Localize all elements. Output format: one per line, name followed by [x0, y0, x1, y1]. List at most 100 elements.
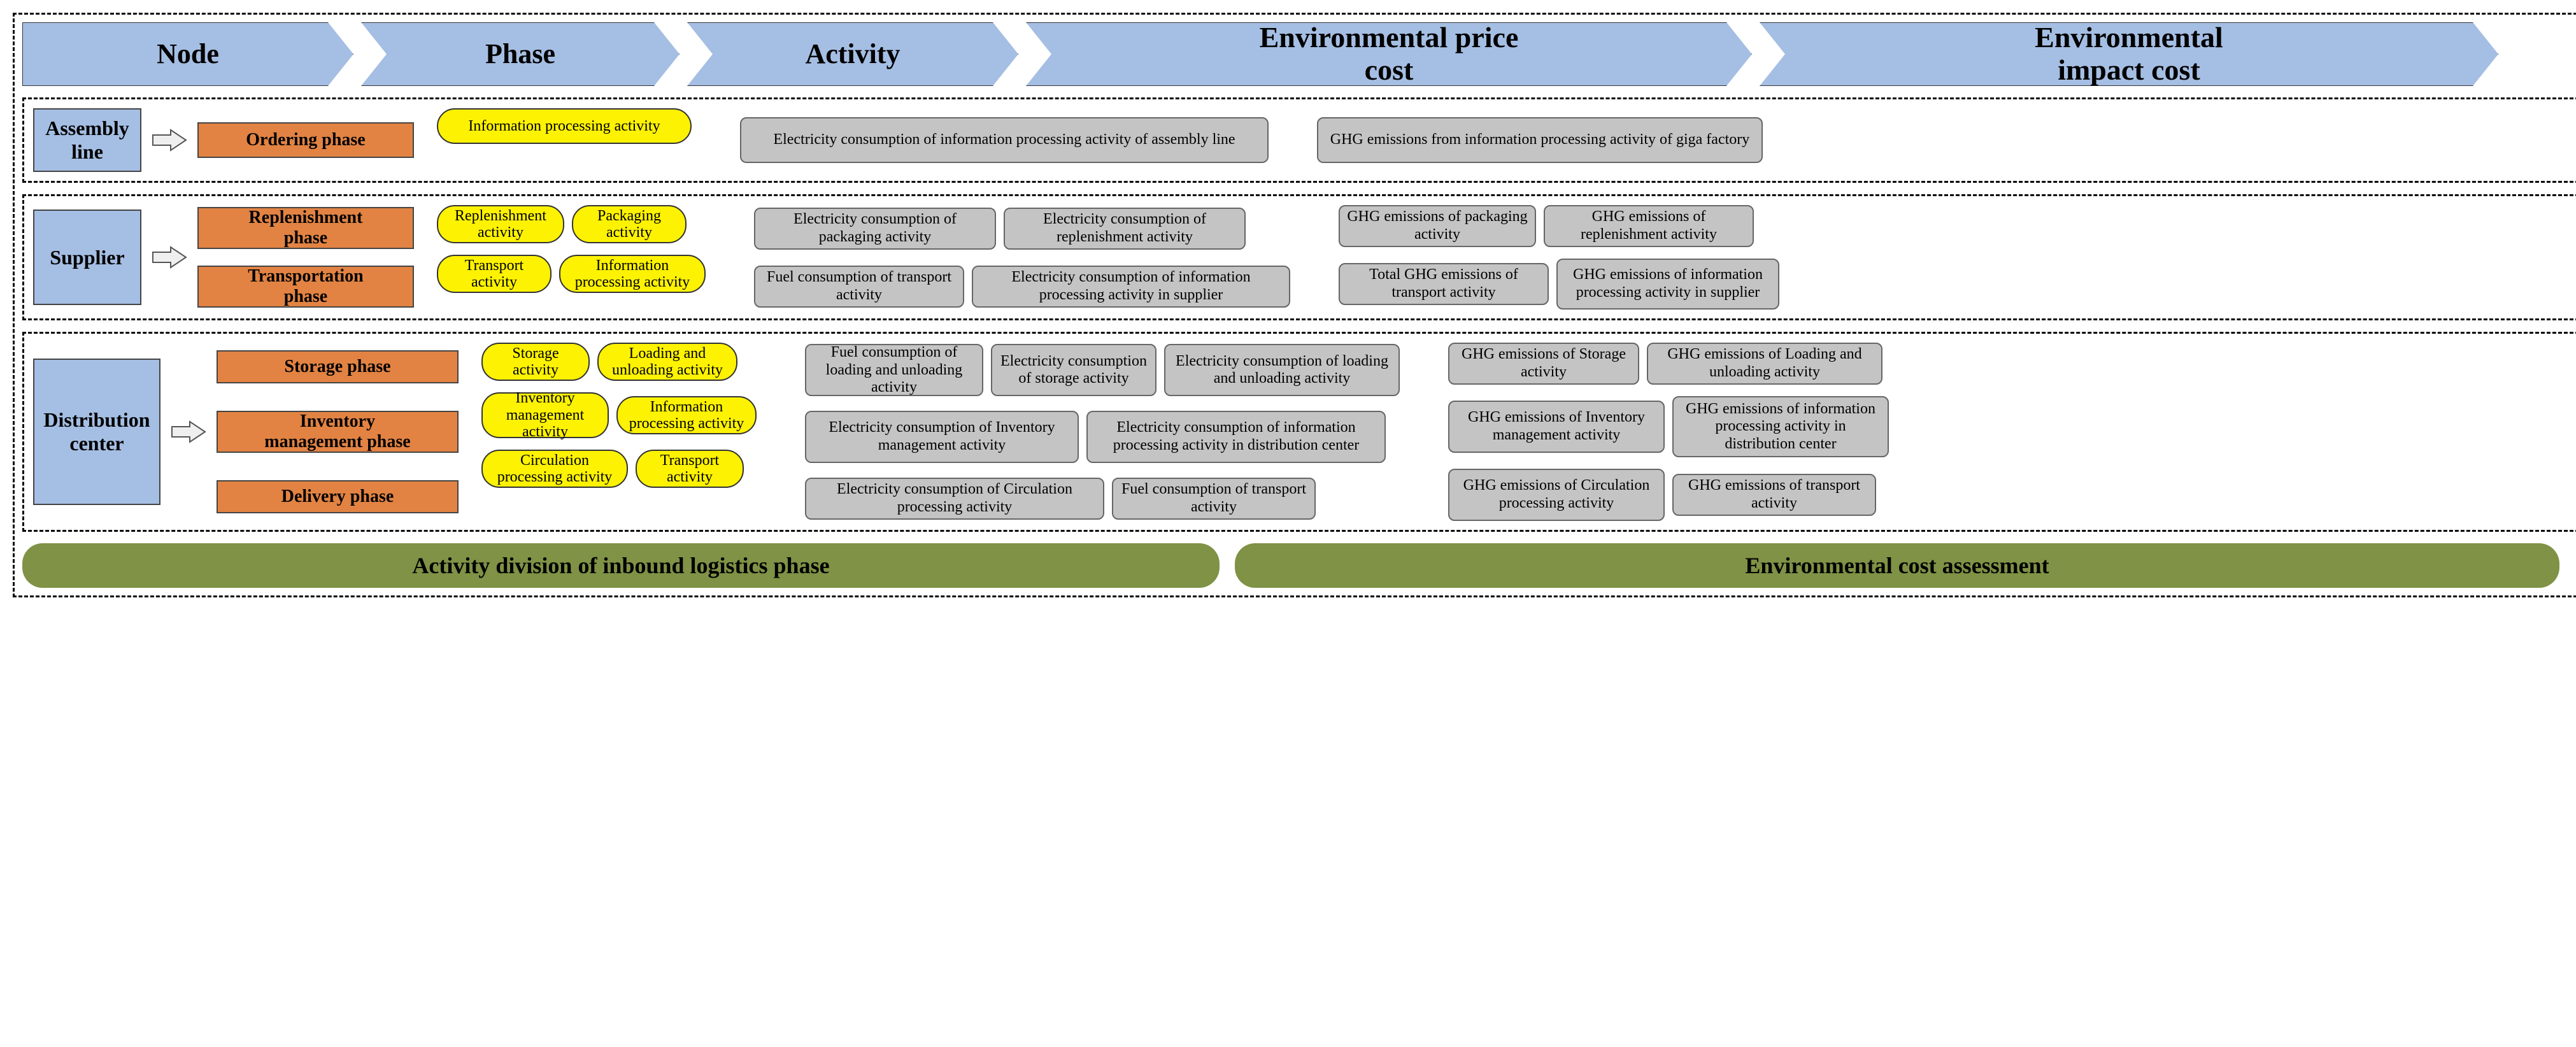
header-chevron-label: Node: [157, 39, 219, 69]
activity-row: Circulation processing activity Transport…: [481, 450, 757, 488]
impact-cost-box: GHG emissions of Storage activity: [1448, 343, 1639, 385]
arrow-icon: [152, 129, 187, 152]
phase-box: Delivery phase: [217, 480, 459, 513]
impact-cost-column: GHG emissions of packaging activity GHG e…: [1339, 205, 1779, 310]
impact-cost-row: Total GHG emissions of transport activit…: [1339, 259, 1779, 310]
arrow-icon: [171, 420, 206, 443]
price-cost-column: Electricity consumption of information p…: [740, 108, 1269, 172]
header-chevron: Node: [22, 22, 353, 86]
activity-row: Information processing activity: [437, 108, 692, 144]
node-label: Distribution center: [43, 408, 150, 455]
price-cost-label: Electricity consumption of loading and u…: [1172, 353, 1392, 388]
header-chevron-label: Activity: [805, 39, 900, 69]
price-cost-label: Electricity consumption of Inventory man…: [813, 419, 1071, 454]
phase-box: Ordering phase: [197, 122, 414, 158]
phase-label: Replenishment phase: [249, 208, 363, 248]
diagram-frame: Node Phase Activity Environmental price cos…: [13, 13, 2576, 597]
impact-cost-label: GHG emissions from information processin…: [1330, 131, 1750, 149]
phase-label: Ordering phase: [246, 130, 365, 150]
impact-cost-label: GHG emissions of information processing …: [1564, 266, 1772, 301]
impact-cost-box: GHG emissions of Inventory management ac…: [1448, 401, 1665, 453]
impact-cost-label: GHG emissions of Circulation processing …: [1456, 477, 1657, 512]
price-cost-box: Electricity consumption of Circulation p…: [805, 478, 1104, 520]
price-cost-row: Electricity consumption of information p…: [740, 117, 1269, 163]
activity-pill: Replenishment activity: [437, 205, 564, 243]
price-cost-label: Fuel consumption of transport activity: [762, 269, 957, 304]
activity-pill: Circulation processing activity: [481, 450, 628, 488]
price-cost-box: Electricity consumption of packaging act…: [754, 208, 996, 250]
activity-column: Information processing activity: [437, 108, 692, 144]
footer-pill: Activity division of inbound logistics p…: [22, 543, 1220, 588]
price-cost-label: Electricity consumption of storage activ…: [999, 353, 1149, 388]
impact-cost-label: GHG emissions of replenishment activity: [1551, 208, 1746, 243]
header-chevron: Activity: [687, 22, 1018, 86]
price-cost-box: Fuel consumption of loading and unloadin…: [805, 344, 983, 396]
price-cost-box: Electricity consumption of loading and u…: [1164, 344, 1400, 396]
activity-label: Transport activity: [445, 257, 544, 291]
phase-label: Transportation phase: [248, 266, 364, 307]
section-box: Assembly line Ordering phase Information p…: [22, 97, 2576, 183]
node-box: Supplier: [33, 210, 141, 305]
price-cost-row: Fuel consumption of loading and unloadin…: [805, 344, 1400, 396]
footer-label: Activity division of inbound logistics p…: [412, 552, 829, 579]
activity-pill: Loading and unloading activity: [597, 343, 737, 381]
section-box: Supplier Replenishment phase Transportatio…: [22, 194, 2576, 320]
impact-cost-label: GHG emissions of Loading and unloading a…: [1654, 346, 1875, 381]
phase-label: Inventory management phase: [264, 411, 410, 452]
impact-cost-label: Total GHG emissions of transport activit…: [1346, 266, 1541, 301]
impact-cost-label: GHG emissions of transport activity: [1680, 477, 1868, 512]
price-cost-box: Electricity consumption of replenishment…: [1004, 208, 1246, 250]
activity-label: Circulation processing activity: [489, 452, 620, 486]
footer-label: Environmental cost assessment: [1745, 552, 2049, 579]
impact-cost-row: GHG emissions of Inventory management ac…: [1448, 396, 1889, 457]
activity-label: Packaging activity: [580, 208, 679, 241]
impact-cost-box: GHG emissions of transport activity: [1672, 474, 1876, 516]
phase-column: Storage phase Inventory management phase D…: [217, 343, 459, 521]
activity-pill: Transport activity: [437, 255, 551, 293]
node-label: Assembly line: [45, 117, 129, 164]
header-chevron: Phase: [361, 22, 680, 86]
activity-label: Inventory management activity: [489, 390, 601, 440]
impact-cost-box: GHG emissions of packaging activity: [1339, 205, 1536, 247]
phase-column: Replenishment phase Transportation phase: [197, 205, 414, 310]
activity-pill: Information processing activity: [437, 108, 692, 144]
phase-box: Storage phase: [217, 350, 459, 383]
price-cost-label: Fuel consumption of loading and unloadin…: [813, 344, 976, 397]
activity-pill: Transport activity: [636, 450, 744, 488]
impact-cost-box: GHG emissions of Circulation processing …: [1448, 469, 1665, 521]
impact-cost-box: GHG emissions of information processing …: [1672, 396, 1889, 457]
impact-cost-row: GHG emissions of Circulation processing …: [1448, 469, 1889, 521]
phase-column: Ordering phase: [197, 108, 414, 172]
activity-pill: Information processing activity: [616, 396, 757, 434]
price-cost-box: Electricity consumption of storage activ…: [991, 344, 1156, 396]
impact-cost-column: GHG emissions of Storage activity GHG emi…: [1448, 343, 1889, 521]
phase-label: Delivery phase: [281, 487, 394, 507]
footer-row: Activity division of inbound logistics p…: [22, 543, 2576, 588]
impact-cost-box: GHG emissions of information processing …: [1556, 259, 1779, 310]
price-cost-column: Electricity consumption of packaging act…: [754, 205, 1290, 310]
header-chevron-label: Environmental price cost: [1260, 22, 1519, 86]
price-cost-column: Fuel consumption of loading and unloadin…: [805, 343, 1400, 521]
activity-label: Storage activity: [489, 345, 582, 379]
node-label: Supplier: [50, 246, 124, 269]
activity-row: Storage activity Loading and unloading ac…: [481, 343, 757, 381]
activity-label: Information processing activity: [624, 399, 749, 432]
activity-row: Inventory management activity Information…: [481, 392, 757, 438]
activity-pill: Information processing activity: [559, 255, 706, 293]
impact-cost-label: GHG emissions of packaging activity: [1346, 208, 1528, 243]
activity-pill: Storage activity: [481, 343, 590, 381]
section-box: Distribution center Storage phase Inventor…: [22, 332, 2576, 532]
price-cost-box: Fuel consumption of transport activity: [754, 266, 964, 308]
header-chevron: Environmental impact cost: [1760, 22, 2498, 86]
header-chevron-label: Environmental impact cost: [2035, 22, 2223, 86]
header-chevron-label: Phase: [485, 39, 555, 69]
impact-cost-column: GHG emissions from information processin…: [1317, 108, 1763, 172]
price-cost-label: Electricity consumption of information p…: [979, 269, 1283, 304]
activity-label: Information processing activity: [567, 257, 698, 291]
activity-row: Transport activity Information processing…: [437, 255, 706, 293]
activity-label: Loading and unloading activity: [605, 345, 730, 379]
impact-cost-label: GHG emissions of Inventory management ac…: [1456, 409, 1657, 444]
footer-pill: Environmental cost assessment: [1235, 543, 2559, 588]
price-cost-box: Fuel consumption of transport activity: [1112, 478, 1316, 520]
impact-cost-label: GHG emissions of Storage activity: [1456, 346, 1632, 381]
